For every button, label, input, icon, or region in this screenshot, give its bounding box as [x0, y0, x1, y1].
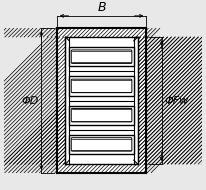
- Bar: [134, 37, 138, 164]
- Bar: [57, 37, 66, 164]
- FancyBboxPatch shape: [71, 138, 132, 151]
- Bar: [138, 37, 146, 164]
- Bar: [57, 28, 146, 37]
- Bar: [69, 135, 134, 154]
- Text: ΦFw: ΦFw: [165, 96, 189, 105]
- Bar: [69, 76, 134, 96]
- Text: ΦD: ΦD: [21, 96, 39, 105]
- Bar: [69, 47, 134, 66]
- FancyBboxPatch shape: [71, 79, 132, 93]
- Text: B: B: [97, 2, 106, 14]
- Bar: [57, 164, 146, 173]
- Bar: [66, 37, 69, 164]
- FancyBboxPatch shape: [71, 108, 132, 122]
- Bar: [69, 105, 134, 125]
- FancyBboxPatch shape: [71, 50, 132, 63]
- Bar: [66, 37, 138, 164]
